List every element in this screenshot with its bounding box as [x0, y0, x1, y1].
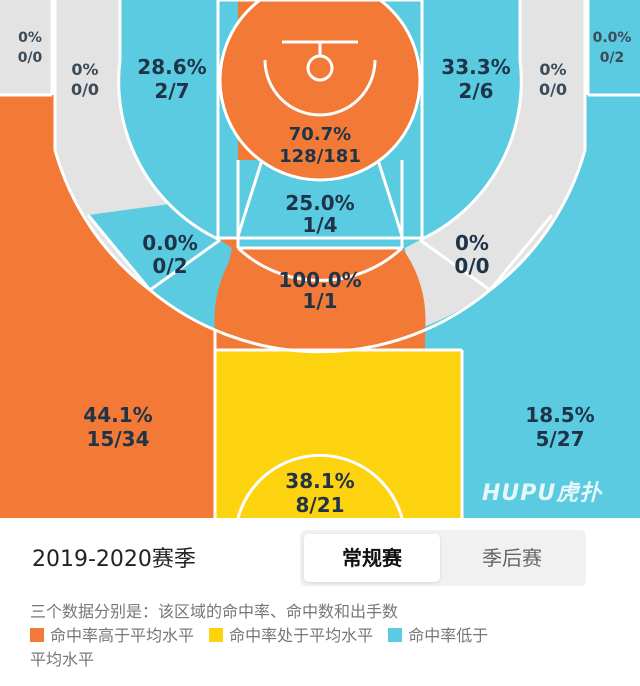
mid-right-outer-pct: 0%	[539, 60, 566, 79]
legend-item-below: 命中率低于	[388, 626, 488, 645]
mid-left-inner-made: 2/7	[154, 79, 189, 103]
paint-mid-made: 1/4	[302, 213, 337, 237]
top-three-made: 8/21	[295, 493, 344, 517]
elbow-left-pct: 0.0%	[142, 231, 197, 255]
zone-free-throw[interactable]	[214, 248, 426, 350]
elbow-left-made: 0/2	[152, 254, 187, 278]
paint-mid-pct: 25.0%	[285, 191, 354, 215]
elbow-right-fill	[420, 200, 552, 290]
legend-item-average: 命中率处于平均水平	[209, 626, 373, 645]
legend-items: 命中率高于平均水平 命中率处于平均水平 命中率低于	[30, 624, 630, 648]
zone-corner-left[interactable]	[0, 0, 52, 95]
season-title: 2019-2020赛季	[32, 547, 196, 572]
legend-item-above: 命中率高于平均水平	[30, 626, 194, 645]
wing-left-pct: 44.1%	[83, 403, 152, 427]
zone-paint-top[interactable]	[220, 0, 420, 180]
elbow-right-pct: 0%	[455, 231, 489, 255]
mid-range-right-inner[interactable]	[402, 0, 522, 240]
tab-regular-season[interactable]: 常规赛	[304, 534, 440, 582]
hupu-watermark-logo: HUPU虎扑	[482, 481, 603, 506]
elbow-left[interactable]	[150, 240, 232, 330]
elbow-right[interactable]	[405, 240, 490, 330]
elbow-left-fill	[88, 200, 220, 290]
wing-right-made: 5/27	[535, 427, 584, 451]
season-selector-row: 2019-2020赛季 常规赛 季后赛	[0, 518, 640, 598]
wing-right-pct: 18.5%	[525, 403, 594, 427]
legend-label-below-1: 命中率低于	[408, 626, 489, 645]
mid-range-left-inner[interactable]	[118, 0, 238, 240]
corner-left-pct: 0%	[18, 30, 42, 46]
paint-top-made: 128/181	[279, 146, 361, 167]
mid-right-outer-made: 0/0	[539, 80, 567, 99]
free-throw-made: 1/1	[302, 289, 337, 313]
elbow-right-made: 0/0	[454, 254, 489, 278]
mid-right-inner-pct: 33.3%	[441, 55, 510, 79]
corner-right-made: 0/2	[600, 50, 625, 66]
shot-chart-court: 0% 0/0 0.0% 0/2 0% 0/0 0% 0/0 28.6% 2/7 …	[0, 0, 640, 518]
corner-right-pct: 0.0%	[593, 30, 632, 46]
mid-left-outer-pct: 0%	[71, 60, 98, 79]
legend-swatch-below	[388, 628, 403, 642]
legend-intro: 三个数据分别是：该区域的命中率、命中数和出手数	[30, 602, 399, 621]
corner-left-made: 0/0	[18, 50, 43, 66]
zone-top-three[interactable]	[215, 350, 462, 518]
season-type-segmented-control: 常规赛 季后赛	[300, 530, 586, 586]
zone-corner-right[interactable]	[588, 0, 640, 95]
legend-swatch-average	[209, 628, 224, 642]
mid-right-inner-made: 2/6	[458, 79, 493, 103]
top-three-pct: 38.1%	[285, 469, 354, 493]
legend-label-average: 命中率处于平均水平	[229, 626, 374, 645]
paint-top-pct: 70.7%	[289, 124, 351, 145]
legend-label-above: 命中率高于平均水平	[50, 626, 195, 645]
free-throw-pct: 100.0%	[278, 268, 361, 292]
mid-left-outer-made: 0/0	[71, 80, 99, 99]
wing-left-made: 15/34	[87, 427, 150, 451]
legend-swatch-above	[30, 628, 44, 642]
legend: 三个数据分别是：该区域的命中率、命中数和出手数 命中率高于平均水平 命中率处于平…	[30, 600, 630, 672]
legend-label-below-2: 平均水平	[30, 650, 95, 669]
mid-left-inner-pct: 28.6%	[137, 55, 206, 79]
tab-playoffs[interactable]: 季后赛	[482, 546, 542, 570]
